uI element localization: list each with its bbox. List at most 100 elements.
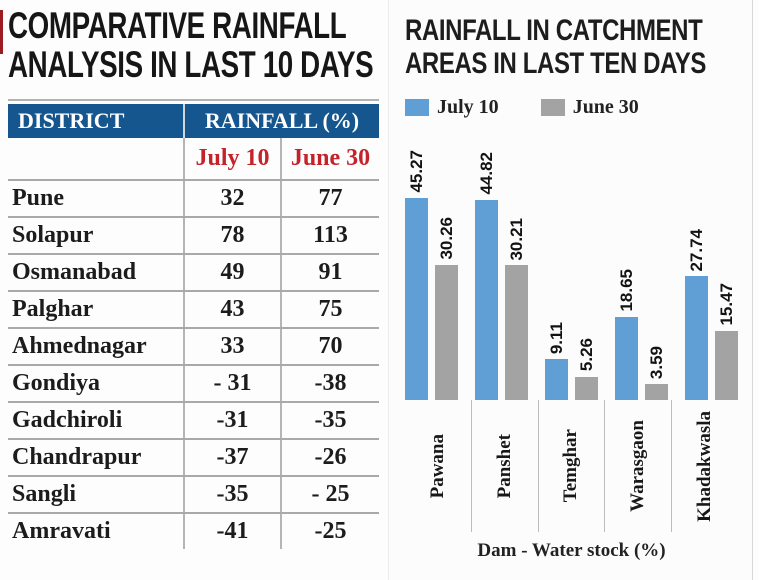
table-body: Pune 32 77 Solapur 78 113 Osmanabad 49 91 Palghar… — [8, 179, 379, 549]
table-row: Sangli -35 - 25 — [8, 475, 379, 512]
bar-july10 — [405, 198, 428, 400]
table-subheader-row: July 10 June 30 — [8, 138, 379, 179]
june30-cell: -26 — [314, 444, 347, 470]
bar-value-label: 3.59 — [646, 345, 666, 379]
bar-july10 — [545, 359, 568, 400]
july10-cell: -35 — [185, 477, 282, 512]
left-panel-title: COMPARATIVE RAINFALL ANALYSIS IN LAST 10… — [8, 6, 383, 84]
bar-june30 — [715, 331, 738, 400]
legend-swatch-icon — [405, 99, 429, 116]
table-row: Solapur 78 113 — [8, 216, 379, 253]
district-cell: Osmanabad — [8, 255, 185, 290]
bar-value-label: 18.65 — [616, 269, 636, 312]
legend-label: June 30 — [572, 96, 639, 118]
bar-value-label: 15.47 — [716, 283, 736, 326]
june30-cell: -38 — [314, 370, 347, 396]
header-district: DISTRICT — [8, 104, 185, 138]
bar-july10 — [685, 276, 708, 400]
bar-group: 18.65 3.59 — [615, 269, 668, 400]
july10-cell: 33 — [185, 329, 282, 364]
bar-value-label: 30.26 — [436, 217, 456, 260]
district-cell: Gadchiroli — [8, 403, 185, 438]
legend-swatch-icon — [540, 99, 565, 116]
bar-group: 27.74 15.47 — [685, 229, 738, 400]
district-cell: Ahmednagar — [8, 329, 185, 364]
july10-cell: 43 — [185, 292, 282, 327]
category-axis: Pawana Panshet Temghar Warasgaon Khadakwasla — [405, 400, 738, 532]
category-cell: Pawana — [405, 400, 471, 532]
bar-value-label: 45.27 — [406, 150, 426, 193]
category-cell: Warasgaon — [604, 400, 671, 532]
july10-cell: -37 — [185, 440, 282, 475]
category-label: Khadakwasla — [694, 410, 716, 522]
district-cell: Sangli — [8, 477, 185, 512]
legend-item: July 10 — [405, 96, 499, 119]
bar-plot: 45.27 30.26 44.82 30.21 9.11 5.26 18.65 3.59 27.… — [405, 128, 738, 400]
july10-cell: - 31 — [185, 366, 282, 401]
june30-cell: 75 — [318, 296, 343, 322]
bar-june30 — [645, 384, 668, 400]
category-label: Pawana — [426, 433, 448, 499]
bar-column: 45.27 — [405, 150, 428, 400]
x-axis-title: Dam - Water stock (%) — [477, 540, 666, 561]
rainfall-table: DISTRICT RAINFALL (%) July 10 June 30 Pu… — [8, 99, 379, 549]
accent-rule — [0, 10, 3, 54]
district-cell: Palghar — [8, 292, 185, 327]
category-cell: Panshet — [470, 400, 538, 532]
june30-cell: 77 — [318, 185, 343, 211]
bar-value-label: 27.74 — [686, 228, 706, 272]
chart-title-line2: AREAS IN LAST TEN DAYS — [405, 47, 707, 80]
bar-column: 9.11 — [545, 322, 568, 400]
bar-june30 — [505, 265, 528, 400]
table-header-row: DISTRICT RAINFALL (%) — [8, 104, 379, 138]
table-row: Osmanabad 49 91 — [8, 253, 379, 290]
category-label: Panshet — [493, 433, 515, 499]
table-row: Gondiya - 31 -38 — [8, 364, 379, 401]
category-cell: Temghar — [537, 400, 605, 532]
june30-cell: 113 — [313, 222, 348, 248]
district-cell: Chandrapur — [8, 440, 185, 475]
bar-value-label: 30.21 — [506, 217, 526, 261]
july10-cell: 49 — [185, 255, 282, 290]
bar-column: 18.65 — [615, 269, 638, 400]
category-cell: Khadakwasla — [671, 400, 738, 532]
district-cell: Solapur — [8, 218, 185, 253]
bar-july10 — [615, 316, 638, 400]
bar-column: 3.59 — [645, 346, 668, 400]
subheader-july10: July 10 — [185, 138, 282, 179]
bar-column: 15.47 — [715, 283, 738, 400]
bar-column: 27.74 — [685, 229, 708, 400]
table-row: Chandrapur -37 -26 — [8, 438, 379, 475]
table-row: Pune 32 77 — [8, 179, 379, 216]
bar-july10 — [475, 200, 498, 400]
subheader-june30: June 30 — [290, 145, 371, 171]
july10-cell: 32 — [185, 181, 282, 216]
header-rainfall: RAINFALL (%) — [204, 108, 360, 133]
table-row: Amravati -41 -25 — [8, 512, 379, 549]
chart-title: RAINFALL IN CATCHMENT AREAS IN LAST TEN … — [405, 14, 757, 80]
district-cell: Gondiya — [8, 366, 185, 401]
district-cell: Amravati — [8, 514, 185, 549]
category-label: Temghar — [560, 429, 582, 503]
chart-legend: July 10 June 30 — [405, 96, 752, 119]
bar-group: 44.82 30.21 — [475, 152, 528, 400]
july10-cell: 78 — [185, 218, 282, 253]
right-panel: RAINFALL IN CATCHMENT AREAS IN LAST TEN … — [388, 0, 753, 580]
bar-column: 5.26 — [575, 338, 598, 400]
june30-cell: -35 — [314, 407, 347, 433]
category-label: Warasgaon — [627, 420, 649, 512]
district-cell: Pune — [8, 181, 185, 216]
bar-value-label: 5.26 — [576, 338, 596, 372]
bar-group: 45.27 30.26 — [405, 150, 458, 400]
june30-cell: 70 — [318, 333, 343, 359]
bar-column: 44.82 — [475, 152, 498, 400]
left-panel: COMPARATIVE RAINFALL ANALYSIS IN LAST 10… — [0, 6, 383, 84]
left-title-line1: COMPARATIVE RAINFALL — [8, 5, 347, 46]
legend-label: July 10 — [437, 96, 499, 118]
subheader-empty — [8, 138, 185, 179]
bar-june30 — [575, 376, 598, 400]
june30-cell: -25 — [314, 518, 347, 544]
legend-item: June 30 — [540, 96, 639, 119]
june30-cell: 91 — [318, 259, 343, 285]
table-row: Ahmednagar 33 70 — [8, 327, 379, 364]
